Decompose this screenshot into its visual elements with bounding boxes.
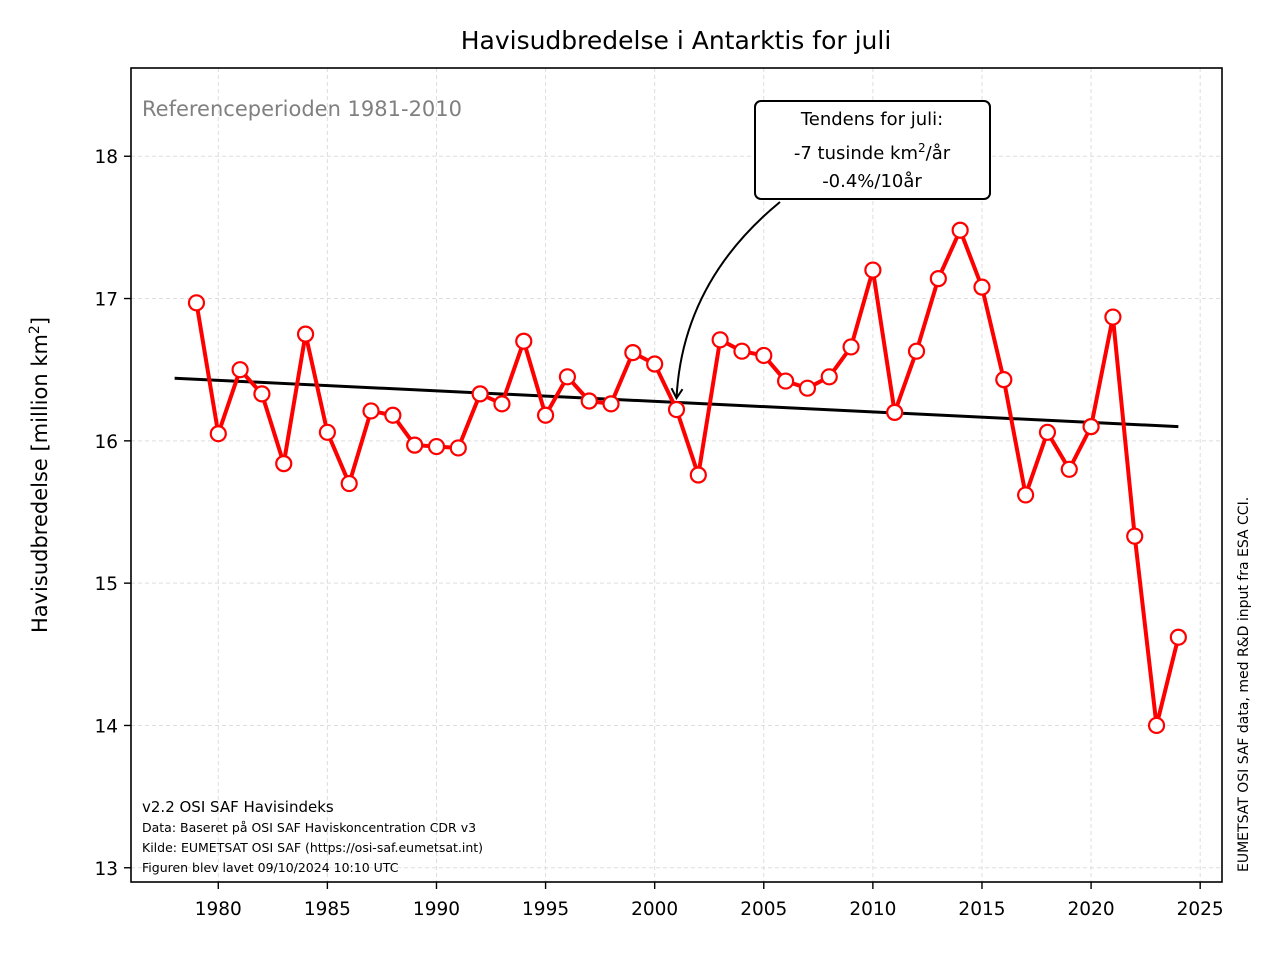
- data-point: [907, 342, 926, 360]
- data-point: [711, 331, 729, 349]
- footer-data-source: Data: Baseret på OSI SAF Haviskoncentrat…: [142, 820, 476, 835]
- annotation-arrow: [675, 201, 781, 399]
- annotation-line2-prefix: -7 tusinde km: [794, 143, 918, 164]
- data-point: [1082, 418, 1100, 436]
- y-tick-label: 16: [94, 432, 118, 453]
- data-point: [427, 437, 446, 456]
- x-axis: 1980 1985 1990 1995 2000 2005 2010 2015 2020 2025: [195, 882, 1224, 920]
- x-tick-label: 2015: [958, 899, 1005, 920]
- annotation-line1: Tendens for juli:: [800, 109, 943, 130]
- data-point: [449, 439, 467, 457]
- data-point: [602, 395, 620, 413]
- data-point: [842, 338, 860, 356]
- data-point: [253, 385, 271, 403]
- y-tick-label: 14: [94, 716, 118, 737]
- data-point: [864, 261, 882, 279]
- x-tick-label: 1980: [195, 899, 242, 920]
- data-point: [667, 400, 686, 419]
- y-tick-label: 18: [94, 147, 118, 168]
- footer-credit: Kilde: EUMETSAT OSI SAF (https://osi-saf…: [142, 840, 483, 855]
- data-point: [755, 346, 773, 365]
- data-point: [1126, 527, 1144, 545]
- data-point: [1147, 716, 1166, 735]
- data-point: [340, 474, 358, 493]
- x-tick-label: 2025: [1177, 899, 1224, 920]
- data-point: [231, 361, 249, 379]
- x-tick-label: 2005: [740, 899, 787, 920]
- data-point: [187, 294, 206, 312]
- data-point: [886, 403, 904, 421]
- data-point: [689, 466, 707, 484]
- data-point: [1038, 423, 1057, 441]
- data-point: [515, 332, 533, 350]
- annotation-box: [754, 100, 991, 200]
- x-tick-label: 1995: [522, 899, 569, 920]
- y-tick-label: 15: [94, 574, 118, 595]
- data-point: [493, 395, 511, 413]
- data-point: [318, 423, 336, 441]
- data-point: [951, 221, 969, 239]
- footer-version: v2.2 OSI SAF Havisindeks: [142, 798, 334, 816]
- y-axis: 13 14 15 16 17 18: [94, 147, 131, 880]
- series-line: [194, 228, 1181, 728]
- data-point: [536, 406, 555, 424]
- data-point: [1169, 628, 1187, 646]
- y-axis-label: Havisudbredelse [million km2]: [27, 317, 52, 633]
- x-tick-label: 2000: [631, 899, 678, 920]
- x-tick-label: 1990: [413, 899, 460, 920]
- annotation-arrowhead: [670, 387, 684, 401]
- annotation-line2-suffix: /år: [926, 143, 951, 164]
- side-attribution: EUMETSAT OSI SAF data, med R&D input fra…: [1236, 497, 1252, 872]
- plot-frame: [130, 67, 1223, 883]
- data-point: [275, 455, 293, 473]
- annotation-line2: -7 tusinde km2/år: [794, 141, 951, 164]
- data-point: [733, 342, 751, 360]
- data-point: [646, 355, 664, 373]
- data-point: [406, 436, 424, 454]
- data-point: [1104, 308, 1122, 326]
- x-tick-label: 2020: [1068, 899, 1115, 920]
- series-layer: [187, 221, 1187, 735]
- data-point: [624, 344, 642, 362]
- data-point: [580, 392, 598, 410]
- x-tick-label: 1985: [304, 899, 351, 920]
- annotation-line3: -0.4%/10år: [822, 171, 922, 192]
- data-point: [776, 372, 795, 390]
- footer-timestamp: Figuren blev lavet 09/10/2024 10:10 UTC: [142, 860, 399, 875]
- data-point: [384, 406, 402, 424]
- data-point: [209, 425, 227, 443]
- y-tick-label: 17: [94, 290, 118, 311]
- data-point: [929, 270, 947, 288]
- trend-annotation: Tendens for juli: -7 tusinde km2/år -0.4…: [670, 100, 991, 401]
- data-point: [820, 368, 838, 386]
- data-point: [471, 385, 489, 403]
- y-tick-label: 13: [94, 859, 118, 880]
- data-point: [798, 379, 817, 397]
- data-point: [558, 368, 577, 386]
- data-point: [973, 278, 991, 296]
- data-point: [362, 402, 380, 420]
- data-point: [1017, 486, 1035, 504]
- data-point: [1060, 460, 1078, 478]
- reference-period-label: Referenceperioden 1981-2010: [142, 97, 462, 121]
- data-point: [995, 371, 1013, 389]
- data-point: [296, 325, 315, 343]
- grid-lines: [131, 68, 1222, 882]
- chart-title: Havisudbredelse i Antarktis for juli: [461, 26, 892, 55]
- x-tick-label: 2010: [849, 899, 896, 920]
- annotation-line2-sup: 2: [918, 141, 926, 155]
